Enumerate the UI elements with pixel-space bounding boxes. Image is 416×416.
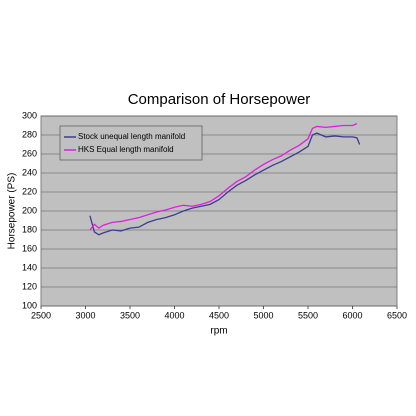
x-tick-label: 3000: [75, 310, 95, 320]
y-tick-label: 300: [22, 110, 37, 120]
x-tick-label: 2500: [31, 310, 51, 320]
y-tick-label: 140: [22, 262, 37, 272]
y-tick-label: 100: [22, 300, 37, 310]
x-axis-label: rpm: [210, 326, 227, 337]
series-line: [89, 123, 358, 231]
x-tick-label: 4000: [164, 310, 184, 320]
y-tick-label: 260: [22, 148, 37, 158]
x-tick-label: 6000: [342, 310, 362, 320]
legend-label: Stock unequal length manifold: [78, 132, 185, 141]
x-tick-label: 5500: [298, 310, 318, 320]
series-line: [89, 132, 361, 236]
y-axis-label: Horsepower (PS): [7, 173, 18, 250]
y-tick-label: 200: [22, 205, 37, 215]
y-tick-label: 120: [22, 281, 37, 291]
y-tick-label: 160: [22, 243, 37, 253]
x-tick-label: 3500: [120, 310, 140, 320]
legend-box: [59, 125, 203, 161]
y-tick-label: 240: [22, 167, 37, 177]
x-tick-label: 5000: [253, 310, 273, 320]
y-tick-label: 220: [22, 186, 37, 196]
chart-title: Comparison of Horsepower: [128, 91, 311, 108]
legend-label: HKS Equal length manifold: [78, 145, 174, 154]
x-tick-label: 6500: [387, 310, 407, 320]
y-tick-label: 180: [22, 224, 37, 234]
x-tick-label: 4500: [209, 310, 229, 320]
y-tick-label: 280: [22, 129, 37, 139]
